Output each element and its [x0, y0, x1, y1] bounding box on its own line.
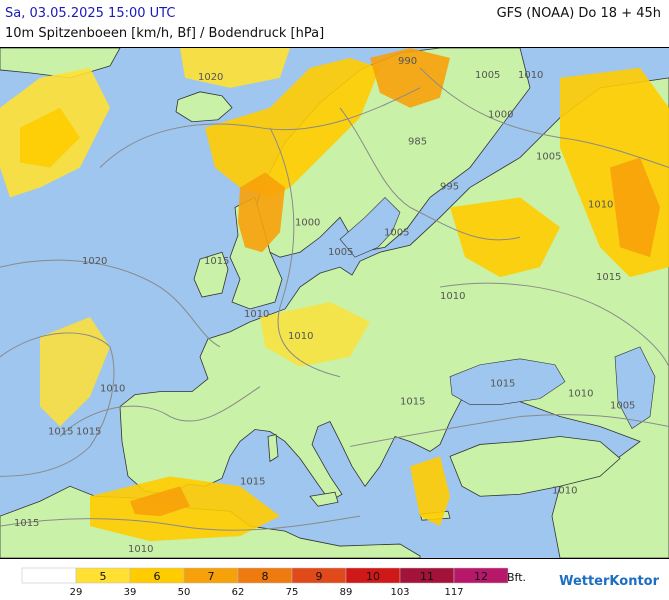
gust-zone-bf7-northsea — [238, 172, 285, 253]
legend-kmh-label: 89 — [340, 587, 353, 598]
isobar-label: 1010 — [288, 331, 313, 342]
isobar-label: 1000 — [295, 217, 320, 228]
isobar-label: 1015 — [14, 518, 39, 529]
gust-zone-bf7-scandinavia — [370, 48, 450, 108]
isobar-label: 1005 — [475, 70, 500, 81]
isobar-label: 1010 — [440, 291, 465, 302]
isobar-label: 1015 — [400, 397, 425, 408]
isobar-label: 1015 — [76, 427, 101, 438]
isobar-label: 1020 — [82, 256, 107, 267]
gust-zone-bf7-africa — [130, 486, 190, 517]
isobar-label: 985 — [408, 137, 427, 148]
gust-zones — [0, 48, 669, 542]
legend-kmh-label: 62 — [232, 587, 245, 598]
iceland — [175, 91, 233, 123]
isobars — [0, 67, 669, 531]
legend-bf-label: 6 — [154, 570, 161, 583]
isobar-line — [0, 332, 115, 477]
isobar-label: 1010 — [552, 485, 577, 496]
baltic-sea — [339, 196, 401, 258]
legend-kmh-label: 39 — [124, 587, 137, 598]
isobar-label: 1005 — [328, 247, 353, 258]
legend-bf-label: 7 — [208, 570, 215, 583]
gust-zone-bf6-northsea — [205, 57, 380, 198]
legend-bf-label: 12 — [474, 570, 488, 583]
isobar-labels: 1020 1020 1015 1010 1015 1015 1010 1000 … — [14, 56, 635, 555]
ireland — [193, 251, 229, 298]
isobar-label: 1015 — [490, 379, 515, 390]
isobar-label: 1015 — [204, 256, 229, 267]
isobar-label: 1005 — [536, 152, 561, 163]
forecast-datetime: Sa, 03.05.2025 15:00 UTC — [5, 6, 176, 21]
isobar-label: 995 — [440, 181, 459, 192]
isobar-line — [269, 127, 341, 378]
legend-unit: Bft. — [507, 571, 526, 584]
isobar-label: 1005 — [384, 227, 409, 238]
isobar-line — [59, 386, 261, 437]
anatolia — [449, 436, 621, 497]
isobar-line — [349, 414, 669, 447]
sardinia — [267, 433, 279, 463]
isobar-label: 1010 — [568, 389, 593, 400]
inland-seas — [339, 196, 656, 429]
legend-bf-label: 10 — [366, 570, 380, 583]
gust-zone-bf5-iberia — [40, 316, 110, 427]
isobar-label: 1010 — [128, 544, 153, 555]
legend-swatch — [453, 567, 509, 584]
legend-kmh-label: 29 — [70, 587, 83, 598]
isobar-label: 1015 — [596, 272, 621, 283]
isobar-label: 1015 — [240, 476, 265, 487]
weather-map: 1020 1020 1015 1010 1015 1015 1010 1000 … — [0, 47, 669, 559]
isobar-label: 1010 — [100, 384, 125, 395]
legend-bf-label: 8 — [262, 570, 269, 583]
isobar-line — [419, 67, 669, 169]
legend-bf-label: 11 — [420, 570, 434, 583]
gust-zone-bf5-north — [180, 48, 290, 88]
black-sea — [449, 358, 566, 405]
model-run: GFS (NOAA) Do 18 + 45h — [496, 6, 661, 21]
isobar-label: 990 — [398, 56, 417, 67]
gust-zone-bf6-russia — [450, 197, 560, 278]
gust-zone-bf6-aegean — [410, 456, 450, 527]
legend: 5 6 7 8 9 10 11 12 Bft. 29 39 50 62 75 89 103 117 — [21, 567, 526, 598]
legend-kmh-label: 50 — [178, 587, 191, 598]
isobar-label: 1010 — [244, 309, 269, 320]
caspian-sea — [614, 346, 656, 429]
isobar-label: 1010 — [588, 199, 613, 210]
legend-kmh-label: 117 — [444, 587, 463, 598]
gust-zone-bf6-africa — [90, 476, 280, 542]
gust-zone-bf6-atlantic — [20, 107, 80, 168]
isobar-line — [439, 282, 669, 367]
parameter-title: 10m Spitzenboeen [km/h, Bf] / Bodendruck… — [5, 26, 325, 41]
gust-zone-bf7-east — [610, 157, 660, 258]
isobar-label: 1000 — [488, 110, 513, 121]
legend-bf-label: 9 — [316, 570, 323, 583]
isobar-line — [339, 107, 521, 241]
isobar-label: 1020 — [198, 72, 223, 83]
brand-logo: WetterKontor — [559, 574, 659, 589]
isobar-label: 1015 — [48, 427, 73, 438]
isobar-label: 1010 — [518, 70, 543, 81]
isobar-line — [0, 515, 361, 531]
isobar-line — [0, 259, 221, 348]
gust-zone-bf5-central — [260, 302, 370, 367]
isobar-line — [99, 87, 421, 168]
legend-ticks: 29 39 50 62 75 89 103 117 — [70, 587, 464, 598]
isobar-label: 1005 — [610, 401, 635, 412]
legend-bf-label: 5 — [100, 570, 107, 583]
legend-bar: 5 6 7 8 9 10 11 12 — [21, 567, 509, 584]
legend-kmh-label: 75 — [286, 587, 299, 598]
legend-kmh-label: 103 — [390, 587, 409, 598]
legend-swatch — [21, 567, 77, 584]
sicily — [309, 491, 339, 507]
